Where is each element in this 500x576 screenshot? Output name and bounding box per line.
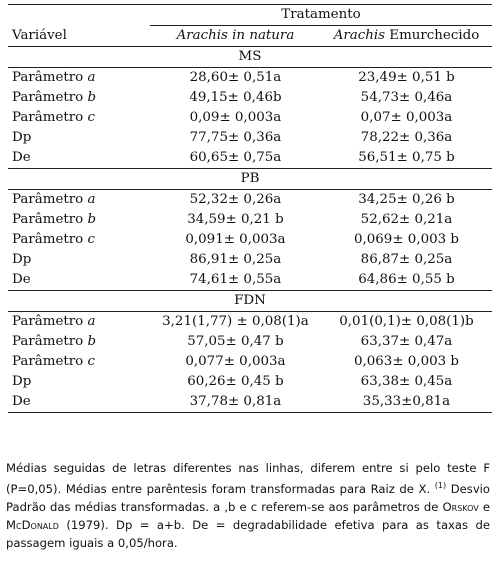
footnote-marker: (1) — [434, 481, 447, 490]
table-row: Parâmetro b 49,15± 0,46b 54,73± 0,46a — [8, 88, 492, 108]
section-title: FDN — [8, 290, 492, 312]
table-row: De 37,78± 0,81a 35,33±0,81a — [8, 392, 492, 413]
table-row: Parâmetro c 0,09± 0,003a 0,07± 0,003a — [8, 108, 492, 128]
section-title: PB — [8, 168, 492, 190]
table-row: De 60,65± 0,75a 56,51± 0,75 b — [8, 148, 492, 169]
footnote: Médias seguidas de letras diferentes nas… — [6, 461, 490, 550]
parameter-letter: b — [87, 90, 97, 105]
in-natura-value: 0,091± 0,003a — [185, 232, 286, 247]
emurchecido-value: 0,069± 0,003 b — [353, 232, 459, 247]
emurchecido-value: 78,22± 0,36a — [360, 130, 453, 145]
in-natura-value: 77,75± 0,36a — [189, 130, 282, 145]
row-label: Parâmetro c — [12, 110, 96, 125]
header-row-1: Variável Tratamento — [8, 4, 492, 47]
row-label: Dp — [12, 130, 32, 145]
row-label: Parâmetro b — [12, 212, 97, 227]
row-label: Dp — [12, 252, 32, 267]
parameter-letter: c — [87, 110, 96, 125]
emurchecido-value: 54,73± 0,46a — [360, 90, 453, 105]
row-label: Parâmetro c — [12, 232, 96, 247]
parameter-letter: a — [87, 314, 96, 329]
parameter-letter: c — [87, 232, 96, 247]
table-row: De 74,61± 0,55a 64,86± 0,55 b — [8, 270, 492, 291]
parameter-letter: c — [87, 354, 96, 369]
table-row: Parâmetro a 28,60± 0,51a 23,49± 0,51 b — [8, 68, 492, 89]
row-label: Parâmetro a — [12, 70, 96, 85]
table-row: Parâmetro c 0,091± 0,003a 0,069± 0,003 b — [8, 230, 492, 250]
in-natura-value: 60,65± 0,75a — [189, 150, 282, 165]
author-mcdonald: McDonald — [6, 518, 59, 532]
in-natura-value: 37,78± 0,81a — [189, 394, 282, 409]
col-in-natura-header: Arachis in natura — [176, 28, 295, 43]
emurchecido-value: 35,33±0,81a — [362, 394, 451, 409]
table-row: Parâmetro c 0,077± 0,003a 0,063± 0,003 b — [8, 352, 492, 372]
emurchecido-value: 63,37± 0,47a — [360, 334, 453, 349]
author-orskov: Orskov — [442, 500, 479, 514]
col-emurchecido-header: Arachis Emurchecido — [333, 28, 480, 43]
table-row: Parâmetro a 52,32± 0,26a 34,25± 0,26 b — [8, 190, 492, 211]
row-label: Parâmetro b — [12, 90, 97, 105]
emurchecido-value: 0,063± 0,003 b — [353, 354, 459, 369]
in-natura-value: 74,61± 0,55a — [189, 272, 282, 287]
row-label: De — [12, 272, 31, 287]
emurchecido-value: 86,87± 0,25a — [360, 252, 453, 267]
row-label: De — [12, 394, 31, 409]
emurchecido-value: 63,38± 0,45a — [360, 374, 453, 389]
in-natura-value: 28,60± 0,51a — [189, 70, 282, 85]
table-row: Parâmetro b 34,59± 0,21 b 52,62± 0,21a — [8, 210, 492, 230]
emurchecido-value: 0,07± 0,003a — [360, 110, 453, 125]
row-label: Parâmetro b — [12, 334, 97, 349]
table-row: Dp 86,91± 0,25a 86,87± 0,25a — [8, 250, 492, 270]
in-natura-value: 34,59± 0,21 b — [187, 212, 284, 227]
emurchecido-value: 56,51± 0,75 b — [358, 150, 455, 165]
parameter-letter: b — [87, 212, 97, 227]
row-label: Parâmetro a — [12, 192, 96, 207]
variable-header: Variável — [8, 4, 150, 47]
emurchecido-value: 52,62± 0,21a — [360, 212, 453, 227]
row-label: Parâmetro a — [12, 314, 96, 329]
row-label: De — [12, 150, 31, 165]
section-title: MS — [8, 46, 492, 68]
in-natura-value: 0,09± 0,003a — [189, 110, 282, 125]
in-natura-value: 57,05± 0,47 b — [187, 334, 284, 349]
section-header-ms: MS — [8, 46, 492, 68]
in-natura-value: 0,077± 0,003a — [185, 354, 286, 369]
in-natura-value: 3,21(1,77) ± 0,08(1)a — [162, 314, 309, 329]
emurchecido-value: 23,49± 0,51 b — [358, 70, 455, 85]
treatment-header: Tratamento — [149, 4, 492, 26]
header-row-2: Arachis in natura Arachis Emurchecido — [8, 26, 492, 47]
in-natura-value: 86,91± 0,25a — [189, 252, 282, 267]
table-row: Dp 77,75± 0,36a 78,22± 0,36a — [8, 128, 492, 148]
emurchecido-value: 64,86± 0,55 b — [358, 272, 455, 287]
emurchecido-value: 0,01(0,1)± 0,08(1)b — [339, 314, 474, 329]
in-natura-value: 49,15± 0,46b — [189, 90, 282, 105]
section-header-fdn: FDN — [8, 290, 492, 312]
table-row: Parâmetro a 3,21(1,77) ± 0,08(1)a 0,01(0,1… — [8, 312, 492, 333]
table-row: Parâmetro b 57,05± 0,47 b 63,37± 0,47a — [8, 332, 492, 352]
in-natura-value: 60,26± 0,45 b — [187, 374, 284, 389]
section-header-pb: PB — [8, 168, 492, 190]
results-table: Variável Tratamento Arachis in natura Ar… — [8, 4, 492, 413]
parameter-letter: b — [87, 334, 97, 349]
row-label: Parâmetro c — [12, 354, 96, 369]
in-natura-value: 52,32± 0,26a — [189, 192, 282, 207]
row-label: Dp — [12, 374, 32, 389]
parameter-letter: a — [87, 192, 96, 207]
parameter-letter: a — [87, 70, 96, 85]
table-row: Dp 60,26± 0,45 b 63,38± 0,45a — [8, 372, 492, 392]
emurchecido-value: 34,25± 0,26 b — [358, 192, 455, 207]
